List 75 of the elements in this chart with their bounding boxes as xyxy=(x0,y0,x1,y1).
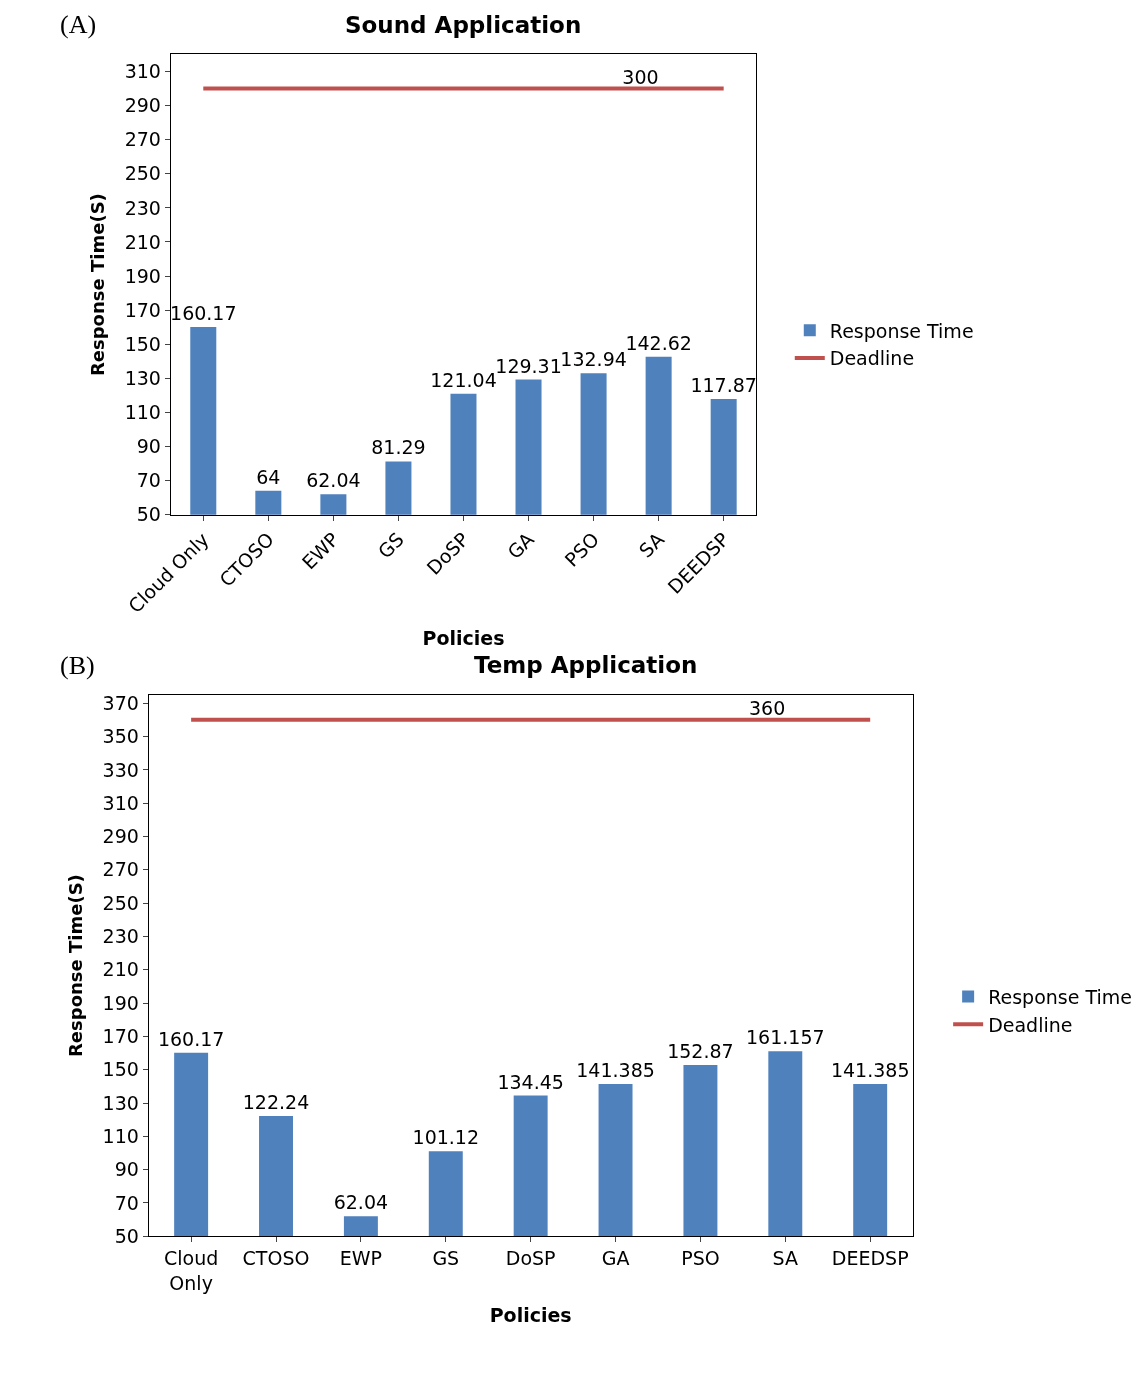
data-label: 62.04 xyxy=(306,469,361,492)
data-label: 122.24 xyxy=(242,1090,310,1113)
x-tick-label: EWP xyxy=(339,1247,383,1270)
y-tick-label: 190 xyxy=(102,991,139,1014)
chart-title: Temp Application xyxy=(474,652,698,678)
y-tick-label: 70 xyxy=(114,1191,139,1214)
data-label: 101.12 xyxy=(412,1126,480,1149)
y-tick-label: 230 xyxy=(102,925,139,948)
data-label: 121.04 xyxy=(430,368,497,391)
y-tick-label: 210 xyxy=(124,230,161,253)
y-tick-label: 250 xyxy=(102,891,139,914)
legend-label: Deadline xyxy=(988,1013,1073,1036)
y-tick-label: 290 xyxy=(102,825,139,848)
y-tick-label: 130 xyxy=(124,367,161,390)
y-tick-label: 210 xyxy=(102,958,139,981)
y-tick-label: 130 xyxy=(102,1091,139,1114)
x-tick-label: PSO xyxy=(681,1247,720,1270)
x-tick-label: DEEDSP xyxy=(831,1247,909,1270)
text: (B) xyxy=(60,651,95,680)
y-tick-label: 110 xyxy=(102,1125,139,1147)
x-tick-label: SA xyxy=(634,528,669,562)
x-tick-label: GS xyxy=(373,528,408,563)
y-tick-label: 270 xyxy=(124,128,161,151)
x-tick-label: Cloud Only xyxy=(163,1247,219,1294)
x-tick-label: DoSP xyxy=(505,1247,556,1270)
y-axis-title: Response Time(S) xyxy=(64,874,86,1058)
x-tick-label: SA xyxy=(772,1247,799,1270)
data-label: 141.385 xyxy=(830,1059,910,1082)
y-tick-label: 150 xyxy=(124,332,161,355)
y-tick-label: 250 xyxy=(124,162,161,185)
x-tick-label: GS xyxy=(432,1247,460,1270)
y-tick-label: 330 xyxy=(102,758,139,781)
y-tick-label: 110 xyxy=(124,401,161,424)
data-label: 64 xyxy=(256,465,281,488)
data-label: 129.31 xyxy=(495,354,562,377)
data-label: 62.04 xyxy=(333,1191,389,1214)
legend-label: Response Time xyxy=(988,985,1132,1008)
x-axis-title: Policies xyxy=(422,626,505,649)
data-label: 134.45 xyxy=(497,1070,564,1093)
y-tick-label: 90 xyxy=(114,1158,139,1181)
data-label: 161.157 xyxy=(746,1026,825,1049)
x-tick-label: CTOSO xyxy=(242,1247,310,1270)
y-tick-label: 70 xyxy=(136,469,161,492)
y-tick-label: 50 xyxy=(114,1224,139,1247)
data-label: 152.87 xyxy=(667,1039,734,1062)
y-tick-label: 270 xyxy=(102,858,139,881)
data-label: 132.94 xyxy=(560,348,627,371)
y-tick-label: 370 xyxy=(102,691,139,714)
data-label: 300 xyxy=(622,65,659,88)
data-label: 160.17 xyxy=(170,301,237,324)
chart-title: Sound Application xyxy=(345,12,582,38)
text: (A) xyxy=(60,10,97,39)
legend-label: Deadline xyxy=(829,347,915,370)
data-label: 360 xyxy=(749,697,786,720)
y-tick-label: 150 xyxy=(102,1058,139,1081)
legend-label: Response Time xyxy=(829,319,974,342)
data-label: 81.29 xyxy=(371,436,426,459)
data-label: 142.62 xyxy=(625,331,692,354)
y-tick-label: 310 xyxy=(102,791,139,814)
y-tick-label: 290 xyxy=(124,94,161,117)
y-tick-label: 90 xyxy=(136,435,161,458)
y-tick-label: 170 xyxy=(124,298,161,321)
x-tick-label: GA xyxy=(502,528,539,564)
y-tick-label: 50 xyxy=(136,503,161,526)
y-tick-label: 190 xyxy=(124,264,161,287)
y-tick-label: 170 xyxy=(102,1025,139,1048)
y-tick-label: 350 xyxy=(102,725,139,748)
y-tick-label: 310 xyxy=(124,60,161,83)
data-label: 141.385 xyxy=(576,1059,655,1082)
x-axis-title: Policies xyxy=(489,1303,572,1326)
x-tick-label: GA xyxy=(601,1247,630,1270)
y-axis-title: Response Time(S) xyxy=(86,193,108,377)
data-label: 117.87 xyxy=(690,374,757,397)
y-tick-label: 230 xyxy=(124,196,161,219)
data-label: 160.17 xyxy=(157,1027,225,1050)
